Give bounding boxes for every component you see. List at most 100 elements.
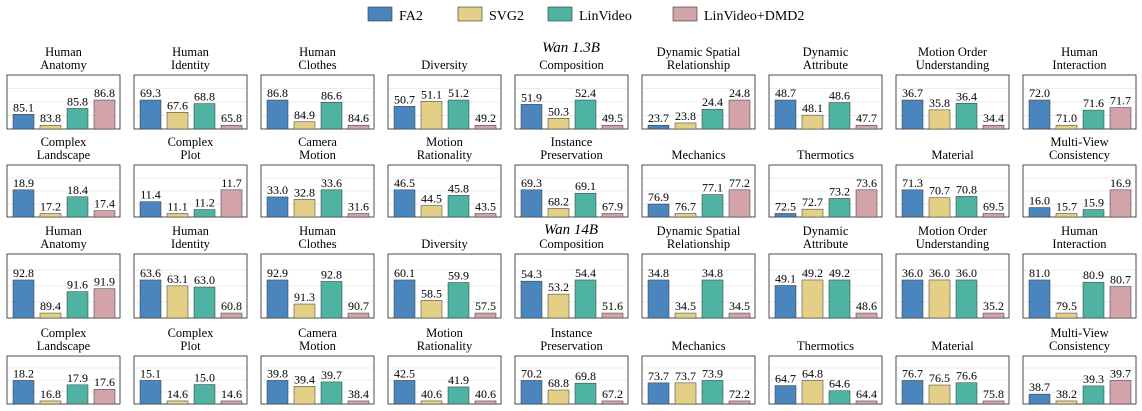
bar-value-label: 51.9 (521, 90, 542, 104)
panel-title: Complex (41, 326, 88, 340)
bar-value-label: 23.8 (675, 109, 696, 123)
bar-value-label: 35.8 (929, 96, 950, 110)
bar-value-label: 11.4 (140, 188, 161, 202)
bar (347, 312, 370, 319)
bar (447, 99, 470, 130)
bar-value-label: 52.4 (575, 86, 596, 100)
bar-value-label: 49.2 (829, 266, 850, 280)
panel-frame (768, 164, 883, 218)
legend-label: LinVideo+DMD2 (704, 9, 804, 24)
bar (139, 99, 162, 130)
bar (982, 312, 1005, 319)
bar (39, 400, 62, 405)
bar (293, 386, 316, 405)
panel-title: Instance (551, 326, 593, 340)
panel-title: Landscape (37, 339, 91, 353)
bar (166, 112, 189, 130)
bar-value-label: 65.8 (221, 111, 242, 125)
bar-value-label: 17.4 (94, 197, 115, 211)
panel: Material 76.7 76.5 76.6 75.8 (895, 339, 1010, 405)
bar-value-label: 73.7 (675, 369, 696, 383)
panel-title: Identity (171, 58, 211, 72)
bar (901, 279, 924, 319)
bar-value-label: 36.0 (929, 266, 950, 280)
bar (547, 293, 570, 319)
bar-value-label: 34.4 (983, 111, 1004, 125)
bar (1055, 124, 1078, 130)
bar-value-label: 39.8 (267, 366, 288, 380)
bar-value-label: 54.4 (575, 266, 596, 280)
bar-value-label: 60.8 (221, 299, 242, 313)
bar (547, 208, 570, 218)
bar-value-label: 72.5 (775, 199, 796, 213)
bar-value-label: 77.1 (702, 181, 723, 195)
bar-value-label: 86.8 (94, 86, 115, 100)
bar-value-label: 57.5 (475, 299, 496, 313)
bar-value-label: 16.8 (40, 387, 61, 401)
legend-swatch-linvideo (547, 6, 573, 22)
bar-value-label: 70.7 (929, 184, 950, 198)
bar-value-label: 59.9 (448, 269, 469, 283)
bar (674, 382, 697, 405)
bar (601, 213, 624, 218)
bar (220, 124, 243, 130)
bar-value-label: 73.2 (829, 184, 850, 198)
panel-title: Mechanics (671, 339, 725, 353)
bar-value-label: 86.6 (321, 88, 342, 102)
bar (855, 124, 878, 130)
bar (520, 380, 543, 405)
bar (774, 385, 797, 405)
bar (774, 213, 797, 218)
bar (601, 124, 624, 130)
panel-frame (514, 74, 629, 130)
legend-label: LinVideo (579, 9, 632, 24)
bar-value-label: 35.2 (983, 299, 1004, 313)
bar (574, 382, 597, 405)
bar-value-label: 45.8 (448, 181, 469, 195)
bar (1055, 213, 1078, 218)
bar (801, 279, 824, 319)
panel-frame (133, 74, 248, 130)
bar (1055, 400, 1078, 405)
panel-title: Relationship (667, 58, 730, 72)
panel-title: Composition (539, 237, 604, 251)
bar (647, 124, 670, 130)
bar (901, 99, 924, 130)
bar (39, 213, 62, 218)
bar (393, 106, 416, 130)
panel-title: Human (172, 224, 210, 238)
bar-value-label: 50.3 (548, 104, 569, 118)
bar (574, 192, 597, 218)
bar (66, 108, 89, 130)
panel-frame (387, 253, 502, 319)
bar (982, 400, 1005, 405)
bar-value-label: 73.9 (702, 366, 723, 380)
bar-value-label: 18.9 (13, 176, 34, 190)
bar (474, 312, 497, 319)
bar-value-label: 49.1 (775, 271, 796, 285)
bar-value-label: 72.0 (1029, 86, 1050, 100)
bar-value-label: 51.6 (602, 299, 623, 313)
bar (1028, 393, 1051, 405)
bar-value-label: 69.5 (983, 199, 1004, 213)
bar (1055, 312, 1078, 319)
bar (420, 400, 443, 405)
panel-title: Human (1061, 224, 1099, 238)
bar-value-label: 63.0 (194, 273, 215, 287)
bar (320, 381, 343, 405)
panel-frame (260, 164, 375, 218)
model-title: Wan 1.3B (542, 40, 600, 56)
panel-frame (895, 253, 1010, 319)
bar (420, 205, 443, 218)
bar-value-label: 63.6 (140, 266, 161, 280)
